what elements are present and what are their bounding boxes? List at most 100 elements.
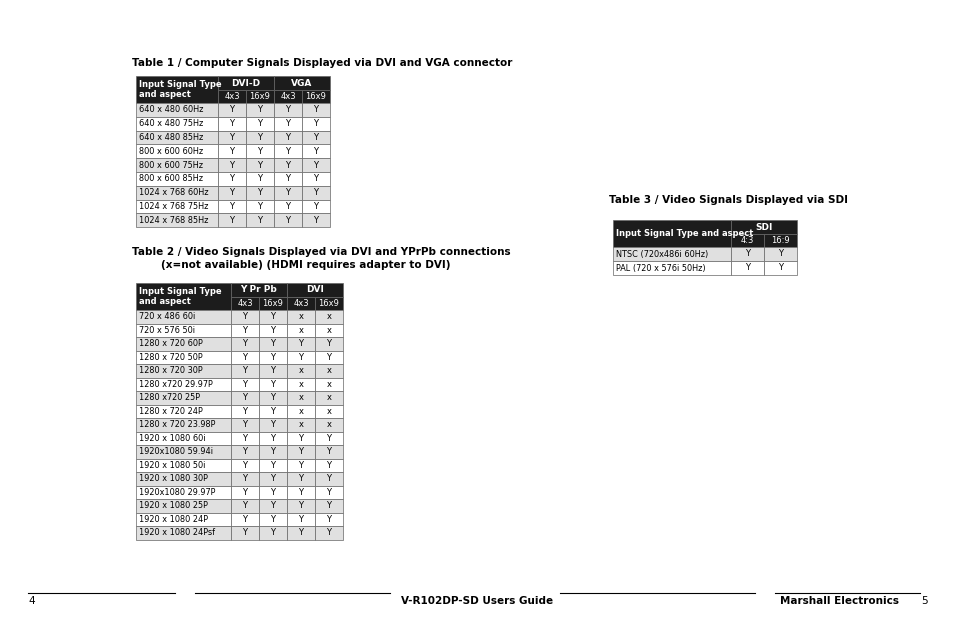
Text: Y: Y [298,528,303,537]
Text: Y: Y [326,488,331,497]
Text: Y: Y [285,174,291,184]
Bar [231,350,258,364]
Bar [218,158,246,172]
Bar [231,486,258,499]
Text: Y: Y [744,263,749,273]
Bar [246,200,274,213]
Bar [258,472,287,486]
Bar [302,213,330,227]
Text: Y: Y [314,133,318,142]
Bar [287,431,314,445]
Bar [730,247,763,261]
Bar [231,364,258,378]
Text: 1920 x 1080 24Psf: 1920 x 1080 24Psf [139,528,214,537]
Text: Y: Y [242,447,247,456]
Text: Y: Y [285,119,291,128]
Text: Y: Y [271,474,275,483]
Bar [136,512,231,526]
Bar [613,220,730,247]
Text: x: x [298,407,303,416]
Text: Y: Y [242,312,247,321]
Bar [314,499,343,512]
Bar [231,378,258,391]
Bar [287,486,314,499]
Bar [258,512,287,526]
Bar [302,103,330,117]
Bar [763,261,796,275]
Text: 4x3: 4x3 [280,92,295,101]
Text: Y: Y [271,515,275,523]
Bar [218,76,274,90]
Text: Y: Y [271,393,275,402]
Bar [246,90,274,103]
Bar [246,145,274,158]
Text: 4x3: 4x3 [224,92,239,101]
Bar [246,158,274,172]
Text: Y: Y [242,515,247,523]
Text: 4:3: 4:3 [740,236,754,245]
Text: Y: Y [242,339,247,349]
Bar [231,391,258,405]
Bar [136,445,231,459]
Text: Y: Y [257,147,262,156]
Text: Y: Y [242,434,247,442]
Bar [258,431,287,445]
Bar [136,130,218,145]
Bar [231,472,258,486]
Text: Y: Y [230,133,234,142]
Bar [231,283,287,297]
Bar [287,297,314,310]
Text: VGA: VGA [291,78,313,88]
Text: x: x [326,407,331,416]
Text: 1920x1080 29.97P: 1920x1080 29.97P [139,488,215,497]
Bar [136,405,231,418]
Text: Y Pr Pb: Y Pr Pb [240,286,277,295]
Bar [274,103,302,117]
Text: Y: Y [257,106,262,114]
Text: Y: Y [326,501,331,510]
Text: Table 1 / Computer Signals Displayed via DVI and VGA connector: Table 1 / Computer Signals Displayed via… [132,58,512,68]
Bar [136,472,231,486]
Bar [231,512,258,526]
Text: 16:9: 16:9 [770,236,789,245]
Text: 16x9: 16x9 [262,299,283,308]
Text: Y: Y [271,501,275,510]
Text: Y: Y [285,202,291,211]
Bar [287,337,314,350]
Bar [314,459,343,472]
Bar [287,405,314,418]
Text: Y: Y [271,353,275,362]
Bar [302,158,330,172]
Bar [274,186,302,200]
Bar [258,526,287,540]
Text: Y: Y [326,461,331,470]
Text: x: x [326,420,331,430]
Text: Y: Y [314,147,318,156]
Bar [231,323,258,337]
Text: Y: Y [326,434,331,442]
Bar [136,391,231,405]
Text: Y: Y [285,147,291,156]
Bar [258,459,287,472]
Bar [258,445,287,459]
Bar [314,445,343,459]
Text: Y: Y [326,353,331,362]
Bar [246,117,274,130]
Text: 800 x 600 85Hz: 800 x 600 85Hz [139,174,203,184]
Bar [136,158,218,172]
Text: Y: Y [298,447,303,456]
Text: Y: Y [271,339,275,349]
Text: (x=not available) (HDMI requires adapter to DVI): (x=not available) (HDMI requires adapter… [132,260,450,270]
Text: x: x [298,420,303,430]
Text: Y: Y [242,353,247,362]
Text: 1024 x 768 85Hz: 1024 x 768 85Hz [139,216,208,225]
Text: Y: Y [257,188,262,197]
Text: Y: Y [326,339,331,349]
Bar [258,364,287,378]
Text: 1280 x 720 60P: 1280 x 720 60P [139,339,203,349]
Bar [218,145,246,158]
Text: 16x9: 16x9 [250,92,270,101]
Text: Y: Y [285,133,291,142]
Text: Y: Y [326,474,331,483]
Text: Y: Y [314,161,318,169]
